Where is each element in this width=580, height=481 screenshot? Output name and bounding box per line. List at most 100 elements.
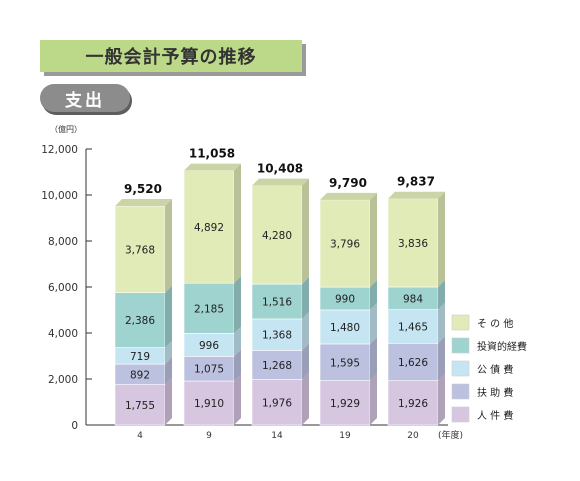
- bar-value-label: 4,892: [194, 222, 224, 234]
- bar-value-label: 1,465: [398, 321, 428, 333]
- bar-segment-side: [370, 373, 377, 425]
- bar-segment-side: [438, 302, 445, 344]
- bar-segment-side: [438, 191, 445, 287]
- bar-segment-side: [234, 374, 241, 425]
- page-title: 一般会計予算の推移: [40, 40, 302, 72]
- bar-value-label: 1,626: [398, 357, 428, 369]
- bar-value-label: 1,516: [262, 296, 292, 308]
- x-tick-label: 20: [407, 431, 419, 441]
- y-tick-label: 2,000: [48, 374, 78, 386]
- bar-value-label: 1,595: [330, 357, 360, 369]
- y-tick-label: 6,000: [48, 282, 78, 294]
- bar-value-label: 1,755: [125, 400, 155, 412]
- legend-swatch: [451, 406, 470, 423]
- bar-segment: [251, 318, 303, 351]
- bar-value-label: 3,768: [125, 244, 155, 256]
- bar-value-label: 1,929: [330, 398, 360, 410]
- bar-top-face: [320, 192, 377, 200]
- bar-value-label: 984: [403, 293, 423, 305]
- bar-segment-side: [302, 343, 309, 380]
- x-axis-unit-label: (年度): [438, 429, 463, 441]
- bar-total-label: 11,058: [189, 147, 235, 161]
- y-tick-label: 12,000: [41, 144, 78, 156]
- legend-label: 扶 助 費: [477, 386, 513, 399]
- bar-value-label: 1,075: [194, 364, 224, 376]
- bar-value-label: 1,480: [330, 322, 360, 334]
- bar-segment-side: [302, 178, 309, 285]
- bar-segment: [183, 282, 235, 334]
- bar-segment: [114, 292, 166, 348]
- bar-segment: [114, 205, 166, 294]
- bar-value-label: 2,185: [194, 303, 224, 315]
- bar-top-face: [184, 163, 241, 171]
- x-tick-label: 14: [271, 431, 283, 441]
- legend-swatch: [451, 383, 470, 400]
- bar-segment-side: [234, 276, 241, 334]
- bar-segment-side: [234, 349, 241, 382]
- bar-value-label: 1,926: [398, 398, 428, 410]
- bar-segment-side: [370, 280, 377, 310]
- bar-value-label: 1,368: [262, 330, 292, 342]
- bar-top-face: [252, 178, 309, 186]
- x-tick-label: 19: [339, 431, 351, 441]
- bar-total-label: 9,837: [397, 175, 435, 189]
- x-tick-label: 9: [206, 431, 212, 441]
- bar-segment: [319, 380, 371, 426]
- bar-top-face: [115, 199, 172, 207]
- bar-segment: [251, 185, 303, 285]
- bar-top-face: [388, 191, 445, 199]
- bar-value-label: 2,386: [125, 315, 155, 327]
- section-label: 支出: [40, 84, 130, 112]
- legend-swatch: [451, 337, 470, 354]
- bar-value-label: 3,796: [330, 238, 360, 250]
- bar-segment-side: [438, 336, 445, 381]
- y-tick-label: 0: [71, 420, 78, 432]
- bar-segment-side: [165, 340, 172, 365]
- bar-segment-side: [302, 311, 309, 351]
- legend-label: 人 件 費: [477, 409, 513, 422]
- bar-segment-side: [234, 326, 241, 357]
- bar-segment-side: [438, 373, 445, 425]
- bar-value-label: 719: [130, 351, 150, 363]
- y-tick-label: 4,000: [48, 328, 78, 340]
- bar-total-label: 9,520: [124, 182, 162, 196]
- legend-swatch: [451, 360, 470, 377]
- bar-segment: [387, 380, 439, 426]
- bar-total-label: 10,408: [257, 162, 303, 176]
- bar-segment-side: [370, 336, 377, 381]
- bar-segment: [319, 343, 371, 381]
- bar-segment: [319, 309, 371, 345]
- legend-label: 投資的経費: [477, 340, 527, 353]
- bar-segment-side: [302, 277, 309, 319]
- bar-value-label: 3,836: [398, 238, 428, 250]
- x-tick-label: 4: [137, 431, 143, 441]
- bar-value-label: 1,976: [262, 397, 292, 409]
- bar-segment-side: [234, 163, 241, 284]
- bar-total-label: 9,790: [329, 176, 367, 190]
- bar-value-label: 892: [130, 369, 150, 381]
- bar-value-label: 996: [199, 340, 219, 352]
- y-tick-label: 8,000: [48, 236, 78, 248]
- bar-segment: [319, 199, 371, 288]
- y-tick-label: 10,000: [41, 190, 78, 202]
- bar-value-label: 990: [335, 294, 355, 306]
- y-axis-unit-label: （億円）: [50, 124, 82, 134]
- legend-label: そ の 他: [477, 317, 513, 330]
- bar-segment: [183, 356, 235, 382]
- bar-segment-side: [165, 199, 172, 293]
- bar-segment-side: [165, 285, 172, 348]
- bar-segment: [183, 170, 235, 284]
- legend-swatch: [451, 314, 470, 331]
- bar-value-label: 1,268: [262, 360, 292, 372]
- bar-segment: [183, 380, 235, 426]
- bar-segment-side: [302, 372, 309, 425]
- bar-segment-side: [370, 302, 377, 344]
- bar-value-label: 1,910: [194, 398, 224, 410]
- bar-segment-side: [438, 279, 445, 310]
- bar-value-label: 4,280: [262, 230, 292, 242]
- bar-segment-side: [165, 377, 172, 425]
- bar-segment-side: [370, 192, 377, 288]
- bar-segment-side: [165, 357, 172, 385]
